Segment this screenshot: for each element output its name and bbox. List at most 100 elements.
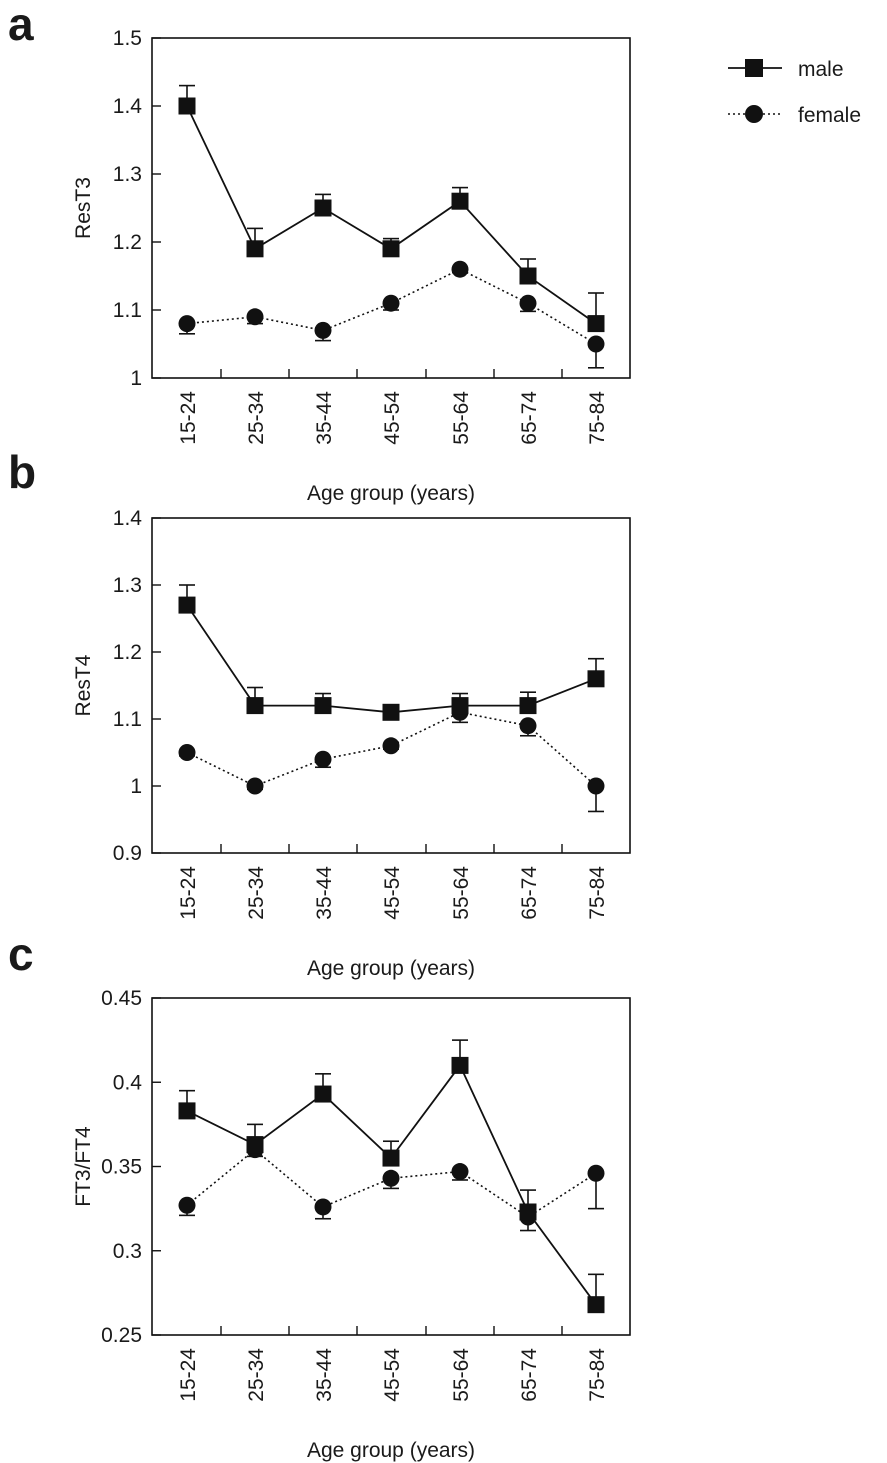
male-point (451, 192, 469, 210)
series-male-c (178, 1039, 605, 1314)
x-tick-label: 35-44 (313, 866, 336, 920)
y-ticks-b: 0.9 1 1.1 1.2 1.3 1.4 (113, 507, 161, 865)
male-point (587, 1296, 605, 1314)
male-point (382, 240, 400, 258)
male-point (178, 596, 196, 614)
x-tick-label: 45-54 (381, 391, 404, 445)
female-point (246, 777, 264, 795)
male-point (246, 1136, 264, 1154)
female-point (451, 260, 469, 278)
female-point (382, 1169, 400, 1187)
panel-b: b 0.9 1 1.1 1.2 1.3 1.4 15-24 25-34 35-44 45-54 5… (8, 446, 631, 980)
x-tick-label: 25-34 (245, 1348, 268, 1402)
series-male-b (178, 584, 605, 721)
male-point (246, 240, 264, 258)
x-tick-label: 45-54 (381, 1348, 404, 1402)
female-point (519, 717, 537, 735)
y-tick-label: 0.4 (113, 1071, 143, 1094)
male-point (382, 703, 400, 721)
y-tick-label: 0.25 (101, 1324, 142, 1347)
y-tick-label: 1 (130, 367, 142, 390)
y-tick-label: 1 (130, 775, 142, 798)
x-axis-label-c: Age group (years) (307, 1439, 475, 1462)
male-point (382, 1149, 400, 1167)
male-point (451, 697, 469, 715)
x-tick-label: 65-74 (518, 866, 541, 920)
y-tick-label: 1.3 (113, 163, 142, 186)
y-axis-label-c: FT3/FT4 (72, 1126, 95, 1207)
legend-male-marker (745, 59, 763, 77)
series-female-a (178, 260, 605, 369)
y-tick-label: 1.2 (113, 641, 142, 664)
male-point (519, 697, 537, 715)
female-point (246, 308, 264, 326)
panel-letter-a: a (8, 0, 34, 50)
x-tick-label: 55-64 (450, 391, 473, 445)
female-point (587, 777, 605, 795)
male-point (519, 1203, 537, 1221)
x-axis-label-a: Age group (years) (307, 482, 475, 505)
x-tick-label: 15-24 (177, 866, 200, 920)
male-point (178, 1102, 196, 1120)
female-point (178, 1196, 196, 1214)
x-tick-label: 75-84 (586, 866, 609, 920)
x-tick-label: 55-64 (450, 866, 473, 920)
x-ticks-c: 15-24 25-34 35-44 45-54 55-64 65-74 75-84 (177, 1326, 609, 1402)
x-tick-label: 65-74 (518, 391, 541, 445)
y-axis-label-a: ResT3 (72, 177, 95, 239)
male-point (519, 267, 537, 285)
legend-male-label: male (798, 58, 844, 81)
legend-item-female: female (728, 104, 861, 127)
y-tick-label: 1.3 (113, 574, 142, 597)
x-tick-label: 65-74 (518, 1348, 541, 1402)
male-point (587, 315, 605, 333)
male-point (314, 1085, 332, 1103)
plot-frame-a (151, 37, 631, 379)
male-point (451, 1056, 469, 1074)
panel-letter-b: b (8, 446, 36, 498)
female-point (314, 1198, 332, 1216)
x-tick-label: 55-64 (450, 1348, 473, 1402)
female-point (178, 315, 196, 333)
panel-a: a 1 1.1 1.2 1.3 1.4 1.5 15-24 25-34 35-44 45-54 5… (8, 0, 631, 505)
female-point (587, 1164, 605, 1182)
female-point (519, 294, 537, 312)
legend-female-marker (745, 105, 763, 123)
y-ticks-c: 0.25 0.3 0.35 0.4 0.45 (101, 987, 161, 1347)
x-ticks-b: 15-24 25-34 35-44 45-54 55-64 65-74 75-84 (177, 844, 609, 920)
y-ticks-a: 1 1.1 1.2 1.3 1.4 1.5 (113, 27, 161, 390)
legend-female-label: female (798, 104, 861, 127)
x-tick-label: 25-34 (245, 866, 268, 920)
male-line (186, 105, 597, 325)
x-tick-label: 15-24 (177, 1348, 200, 1402)
x-tick-label: 35-44 (313, 391, 336, 445)
female-point (451, 1163, 469, 1181)
female-point (382, 294, 400, 312)
male-point (314, 697, 332, 715)
y-tick-label: 0.45 (101, 987, 142, 1010)
x-ticks-a: 15-24 25-34 35-44 45-54 55-64 65-74 75-84 (177, 369, 609, 445)
y-tick-label: 0.3 (113, 1240, 142, 1263)
male-point (314, 199, 332, 217)
legend: male female (728, 58, 861, 127)
male-point (178, 97, 196, 115)
female-point (587, 335, 605, 353)
male-point (246, 697, 264, 715)
x-tick-label: 45-54 (381, 866, 404, 920)
female-point (314, 750, 332, 768)
panel-letter-c: c (8, 928, 34, 980)
x-tick-label: 15-24 (177, 391, 200, 445)
y-axis-label-b: ResT4 (72, 654, 95, 716)
legend-item-male: male (728, 58, 844, 81)
x-tick-label: 35-44 (313, 1348, 336, 1402)
x-axis-label-b: Age group (years) (307, 957, 475, 980)
series-male-a (178, 84, 605, 333)
male-point (587, 670, 605, 688)
female-point (382, 737, 400, 755)
x-tick-label: 75-84 (586, 1348, 609, 1402)
panel-c: c 0.25 0.3 0.35 0.4 0.45 15-24 25-34 35-44 45-5… (8, 928, 631, 1462)
y-tick-label: 0.35 (101, 1156, 142, 1179)
y-tick-label: 1.4 (113, 507, 143, 530)
y-tick-label: 1.1 (113, 299, 142, 322)
